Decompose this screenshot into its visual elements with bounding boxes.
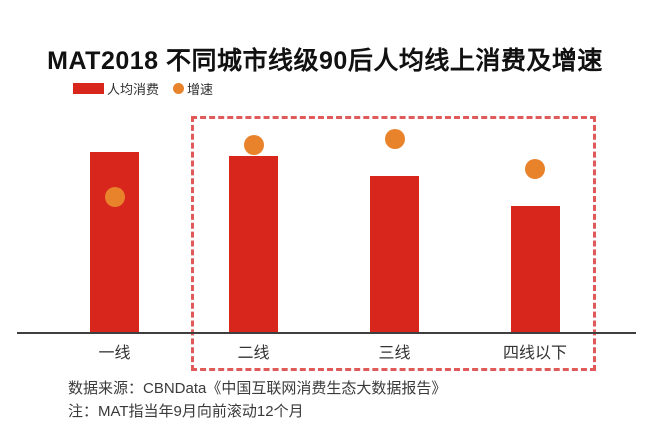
bar-2 — [229, 156, 278, 332]
x-axis-label-2: 二线 — [237, 345, 270, 362]
x-axis-line — [17, 332, 636, 334]
x-axis-label-4: 四线以下 — [502, 345, 568, 362]
growth-dot-2 — [243, 135, 264, 155]
legend-bar-label: 人均消费 — [107, 81, 160, 97]
bar-4 — [510, 206, 560, 332]
data-source-note: 数据来源：CBNData《中国互联网消费生态大数据报告》 — [68, 380, 447, 397]
growth-dot-1 — [104, 187, 125, 207]
growth-dot-4 — [525, 159, 545, 179]
legend: 人均消费 增速 — [73, 80, 214, 97]
mat-definition-note: 注：MAT指当年9月向前滚动12个月 — [68, 403, 304, 420]
chart-title: MAT2018 不同城市线级90后人均线上消费及增速 — [47, 47, 603, 75]
bar-3 — [370, 176, 419, 332]
legend-dot-label: 增速 — [187, 81, 214, 97]
x-axis-label-1: 一线 — [98, 345, 131, 362]
footnotes: 数据来源：CBNData《中国互联网消费生态大数据报告》 注：MAT指当年9月向… — [68, 377, 446, 423]
x-axis-label-3: 三线 — [378, 345, 411, 362]
legend-bar-swatch — [73, 82, 104, 94]
legend-dot-icon — [173, 82, 185, 94]
highlight-dashed-box — [191, 116, 596, 371]
bar-1 — [90, 152, 139, 332]
growth-dot-3 — [384, 129, 405, 149]
